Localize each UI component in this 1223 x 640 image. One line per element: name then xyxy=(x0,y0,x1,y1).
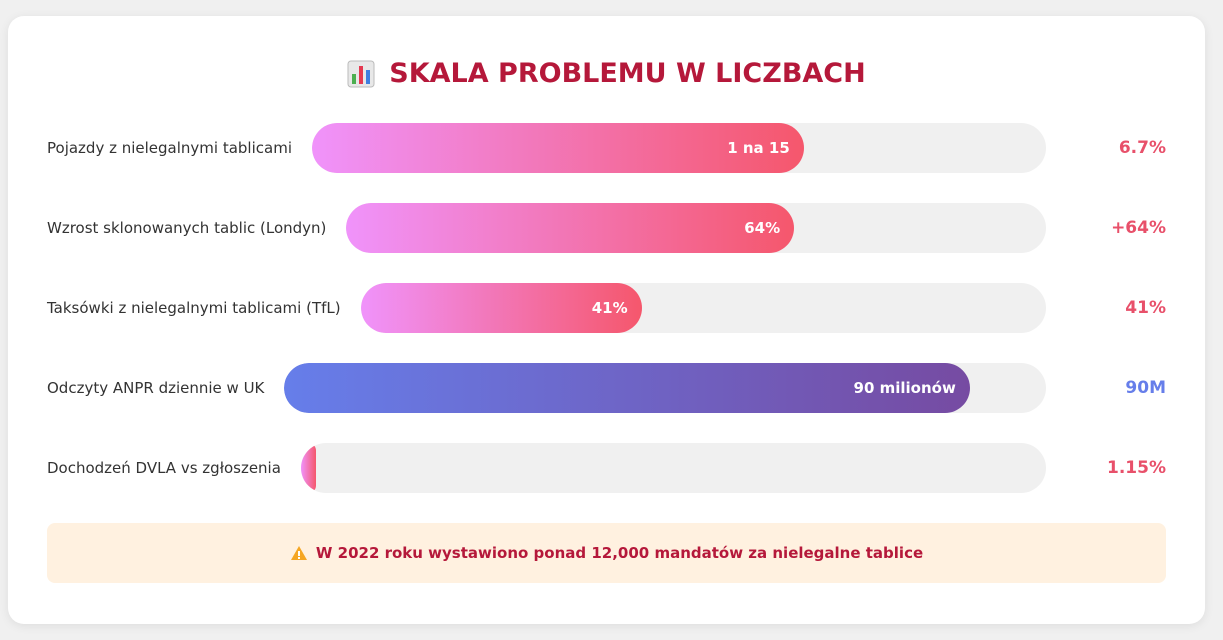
stat-label: 1.15% xyxy=(1107,458,1166,478)
bar-track: 90 milionów xyxy=(284,363,1046,413)
chart-title: SKALA PROBLEMU W LICZBACH xyxy=(389,58,866,89)
stat-label: +64% xyxy=(1111,218,1166,238)
category-label: Dochodzeń DVLA vs zgłoszenia xyxy=(47,459,281,477)
bar: 90 milionów xyxy=(284,363,970,413)
bar-track: 64% xyxy=(346,203,1046,253)
stat-label: 90M xyxy=(1125,378,1166,398)
bar-row: Odczyty ANPR dziennie w UK 90 milionów 90M xyxy=(47,363,1166,413)
note-text: W 2022 roku wystawiono ponad 12,000 mand… xyxy=(315,544,924,562)
bar-row: Wzrost sklonowanych tablic (Londyn) 64% +6… xyxy=(47,203,1166,253)
note-box: W 2022 roku wystawiono ponad 12,000 mand… xyxy=(47,523,1166,583)
bar-row: Taksówki z nielegalnymi tablicami (TfL) 4… xyxy=(47,283,1166,333)
warning-icon xyxy=(290,546,307,560)
category-label: Odczyty ANPR dziennie w UK xyxy=(47,379,265,397)
category-label: Taksówki z nielegalnymi tablicami (TfL) xyxy=(47,299,341,317)
bar: 64% xyxy=(346,203,795,253)
category-label: Pojazdy z nielegalnymi tablicami xyxy=(47,139,292,157)
bar-row: Dochodzeń DVLA vs zgłoszenia 1.15% xyxy=(47,443,1166,493)
category-label: Wzrost sklonowanych tablic (Londyn) xyxy=(47,219,327,237)
bar: 41% xyxy=(360,283,642,333)
bar-track: 41% xyxy=(360,283,1046,333)
rows: Pojazdy z nielegalnymi tablicami 1 na 15 6… xyxy=(47,123,1166,523)
bar xyxy=(300,443,316,493)
bar-track: 1 na 15 xyxy=(312,123,1046,173)
card: SKALA PROBLEMU W LICZBACH Pojazdy z niel… xyxy=(8,16,1205,624)
bar: 1 na 15 xyxy=(312,123,804,173)
bar-row: Pojazdy z nielegalnymi tablicami 1 na 15 6… xyxy=(47,123,1166,173)
title-row: SKALA PROBLEMU W LICZBACH xyxy=(8,58,1205,89)
stat-label: 41% xyxy=(1125,298,1166,318)
bar-track xyxy=(300,443,1046,493)
stat-label: 6.7% xyxy=(1118,138,1166,158)
chart-icon xyxy=(347,60,375,87)
